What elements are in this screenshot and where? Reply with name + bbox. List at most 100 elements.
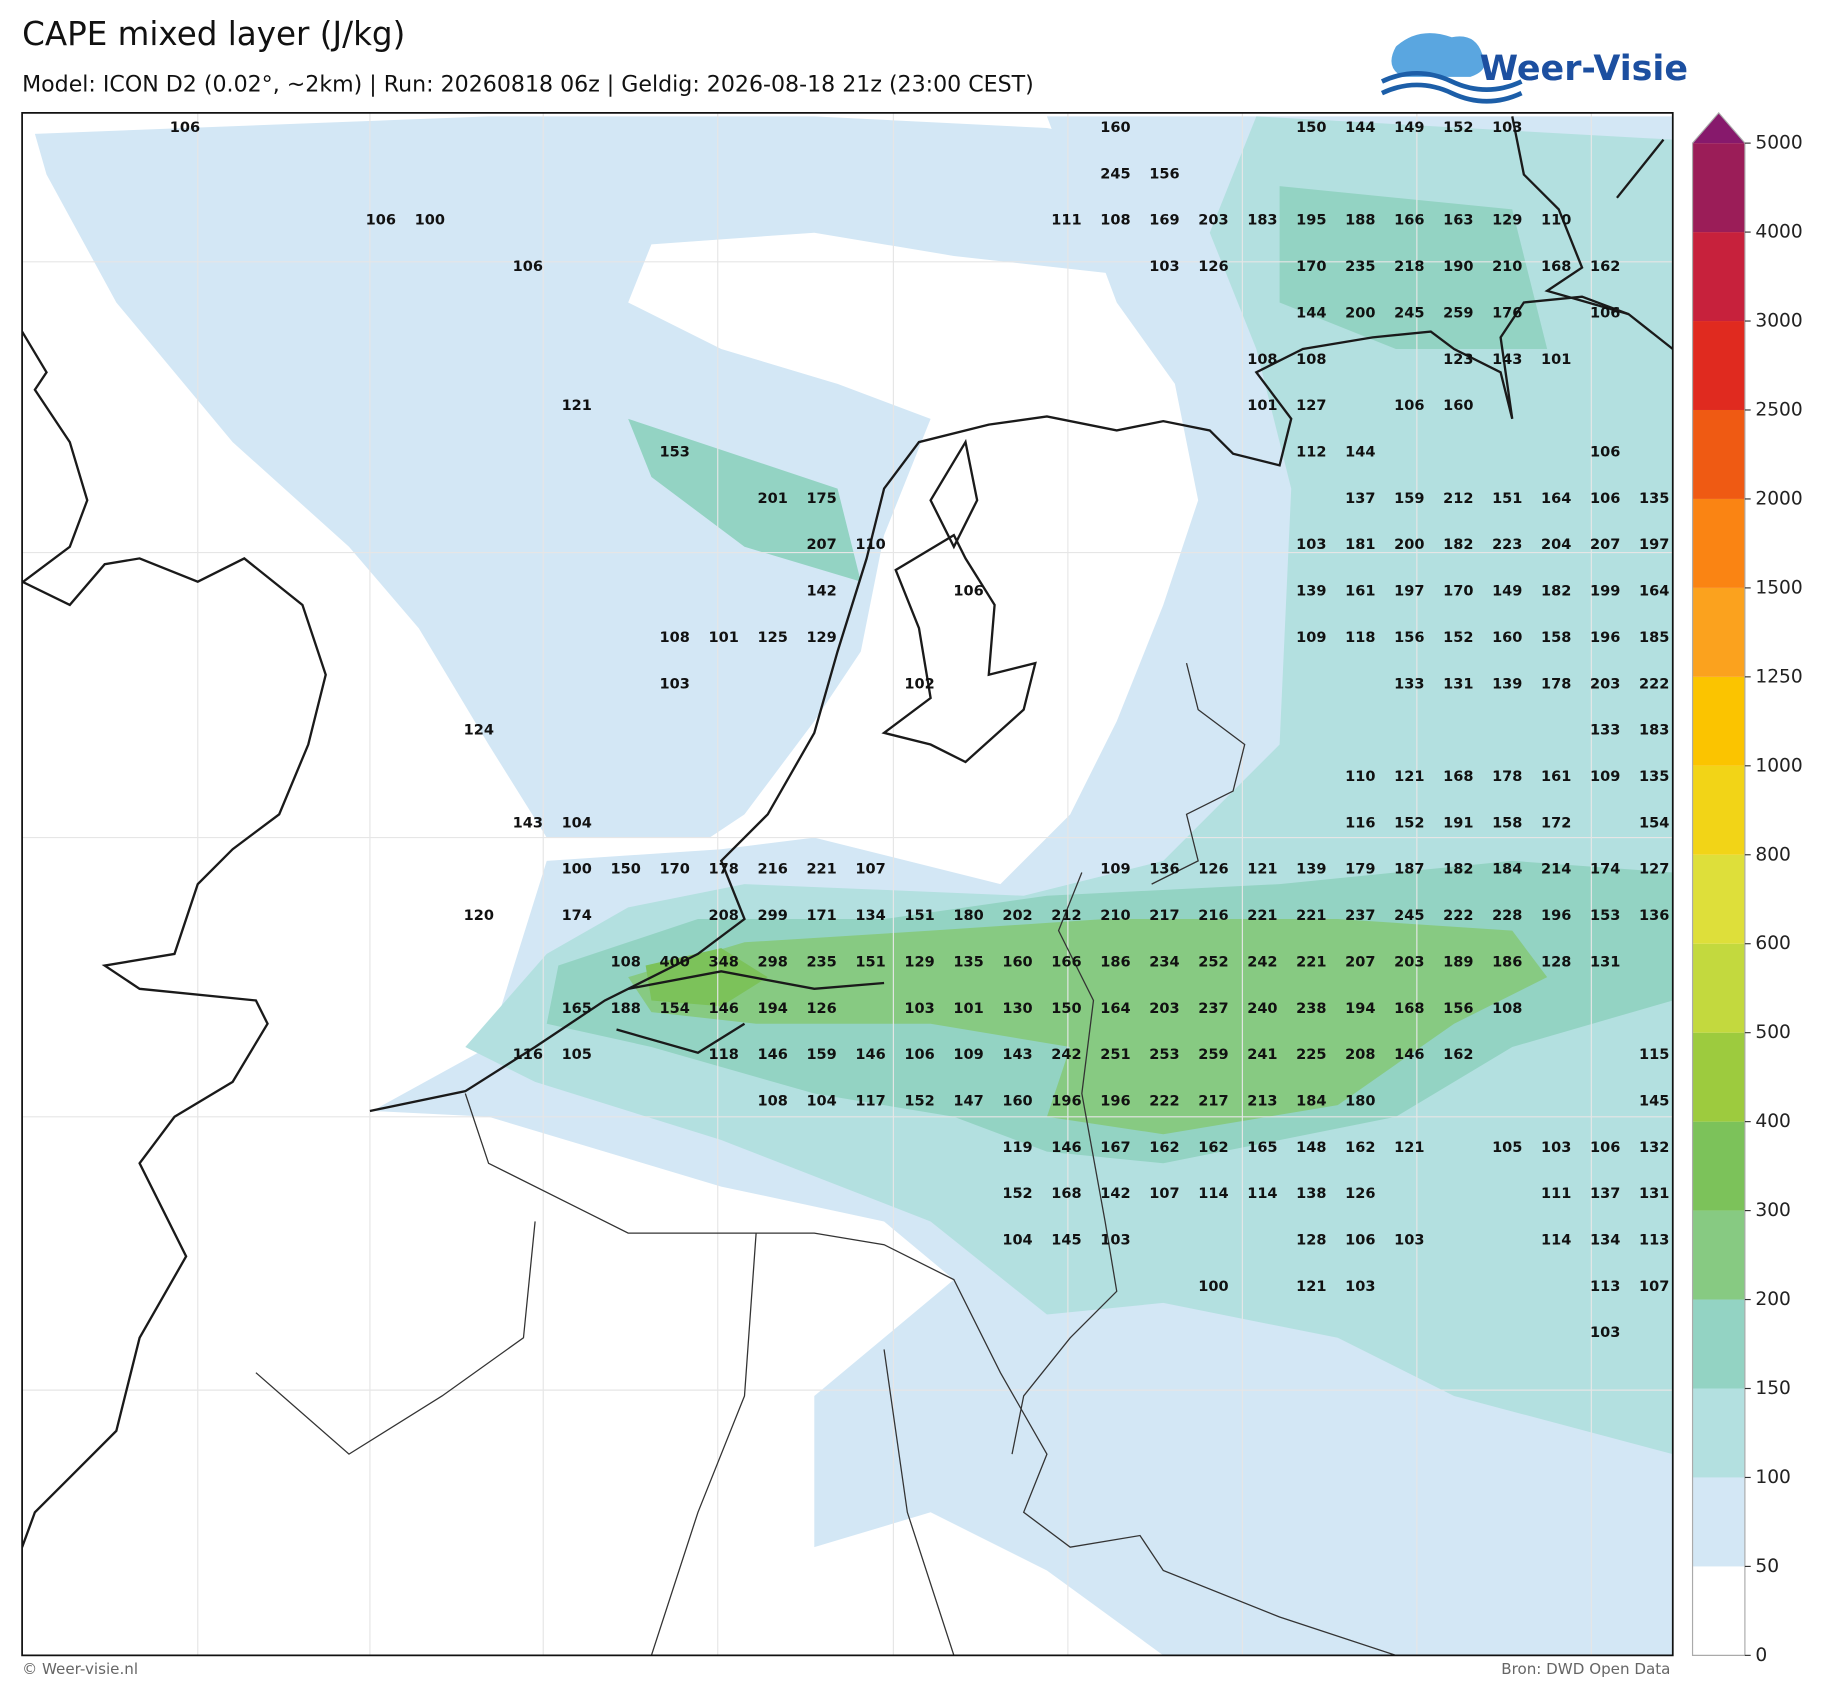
cape-value: 131 (1639, 1186, 1669, 1202)
cape-value: 208 (708, 908, 738, 924)
cape-value: 108 (1100, 213, 1130, 229)
colorbar-box (1692, 1477, 1745, 1567)
cape-value: 167 (1100, 1140, 1130, 1156)
cape-value: 178 (1541, 676, 1571, 692)
cape-value: 153 (1590, 908, 1620, 924)
cape-value: 104 (806, 1093, 836, 1109)
cape-value: 133 (1394, 676, 1424, 692)
cape-value: 156 (1394, 630, 1424, 646)
cape-value: 113 (1590, 1279, 1620, 1295)
cape-value: 196 (1541, 908, 1571, 924)
cape-value: 102 (904, 676, 934, 692)
cape-value: 201 (757, 491, 787, 507)
cape-value: 144 (1345, 444, 1375, 460)
map-frame (21, 112, 1674, 1657)
cape-value: 168 (1541, 259, 1571, 275)
cape-value: 108 (1296, 352, 1326, 368)
cape-value: 108 (660, 630, 690, 646)
cape-value: 139 (1492, 676, 1522, 692)
cape-value: 185 (1639, 630, 1669, 646)
cape-value: 207 (1590, 537, 1620, 553)
cape-value: 130 (1002, 1001, 1032, 1017)
cape-value: 170 (1443, 584, 1473, 600)
cape-value: 104 (1002, 1233, 1032, 1249)
cape-value: 159 (806, 1047, 836, 1063)
cape-value: 106 (904, 1047, 934, 1063)
colorbar-box (1692, 1299, 1745, 1389)
cape-value: 160 (1100, 120, 1130, 136)
cape-value: 139 (1296, 584, 1326, 600)
cape-value: 106 (1590, 444, 1620, 460)
cape-value: 109 (1296, 630, 1326, 646)
cape-value: 139 (1296, 862, 1326, 878)
cape-value: 242 (1051, 1047, 1081, 1063)
cape-value: 153 (660, 444, 690, 460)
cape-value: 114 (1541, 1233, 1571, 1249)
cape-value: 178 (1492, 769, 1522, 785)
cape-value: 128 (1541, 954, 1571, 970)
cape-value: 253 (1149, 1047, 1179, 1063)
cape-value: 106 (513, 259, 543, 275)
cape-value: 225 (1296, 1047, 1326, 1063)
cape-value: 103 (1100, 1233, 1130, 1249)
cape-value: 118 (1345, 630, 1375, 646)
colorbar-label: 4000 (1755, 222, 1802, 243)
colorbar-label: 1000 (1755, 755, 1802, 776)
cape-value: 150 (611, 862, 641, 878)
cape-value: 182 (1443, 862, 1473, 878)
cape-value: 100 (1198, 1279, 1228, 1295)
cape-value: 159 (1394, 491, 1424, 507)
colorbar-label: 100 (1755, 1467, 1791, 1488)
cape-value: 203 (1198, 213, 1228, 229)
cape-value: 188 (1345, 213, 1375, 229)
cape-value: 117 (855, 1093, 885, 1109)
cape-value: 135 (953, 954, 983, 970)
cape-value: 148 (1296, 1140, 1326, 1156)
cape-value: 180 (953, 908, 983, 924)
cape-value: 114 (1247, 1186, 1277, 1202)
cape-value: 197 (1394, 584, 1424, 600)
colorbar-label: 150 (1755, 1378, 1791, 1399)
cape-value: 143 (1492, 352, 1522, 368)
colorbar-label: 2000 (1755, 488, 1802, 509)
colorbar-label: 1500 (1755, 577, 1802, 598)
cape-value: 242 (1247, 954, 1277, 970)
cape-value: 151 (1492, 491, 1522, 507)
cape-value: 103 (1149, 259, 1179, 275)
cape-value: 154 (660, 1001, 690, 1017)
cape-value: 101 (708, 630, 738, 646)
cape-value: 245 (1394, 305, 1424, 321)
cape-value: 132 (1639, 1140, 1669, 1156)
colorbar-label: 2500 (1755, 399, 1802, 420)
cape-value: 129 (1492, 213, 1522, 229)
colorbar-label: 200 (1755, 1289, 1791, 1310)
cape-value: 126 (1198, 259, 1228, 275)
cape-value: 170 (1296, 259, 1326, 275)
cape-value: 106 (953, 584, 983, 600)
cape-value: 203 (1149, 1001, 1179, 1017)
cape-value: 212 (1051, 908, 1081, 924)
cape-value: 202 (1002, 908, 1032, 924)
cape-value: 103 (660, 676, 690, 692)
cape-value: 110 (1541, 213, 1571, 229)
colorbar-box (1692, 1121, 1745, 1211)
cape-value: 126 (1198, 862, 1228, 878)
borders (255, 662, 1397, 1656)
cape-value: 175 (806, 491, 836, 507)
cape-value: 156 (1443, 1001, 1473, 1017)
cape-value: 162 (1590, 259, 1620, 275)
cape-value: 183 (1247, 213, 1277, 229)
colorbar-label: 300 (1755, 1200, 1791, 1221)
cape-value: 109 (953, 1047, 983, 1063)
cape-value: 108 (611, 954, 641, 970)
cape-value: 160 (1002, 1093, 1032, 1109)
cape-value: 151 (855, 954, 885, 970)
colorbar-outline (1691, 111, 1746, 1656)
cape-value: 121 (1296, 1279, 1326, 1295)
cape-value: 112 (1296, 444, 1326, 460)
cape-value: 101 (1247, 398, 1277, 414)
colorbar-box (1692, 232, 1745, 322)
cape-value: 245 (1100, 166, 1130, 182)
cape-value: 143 (1002, 1047, 1032, 1063)
cape-value: 190 (1443, 259, 1473, 275)
